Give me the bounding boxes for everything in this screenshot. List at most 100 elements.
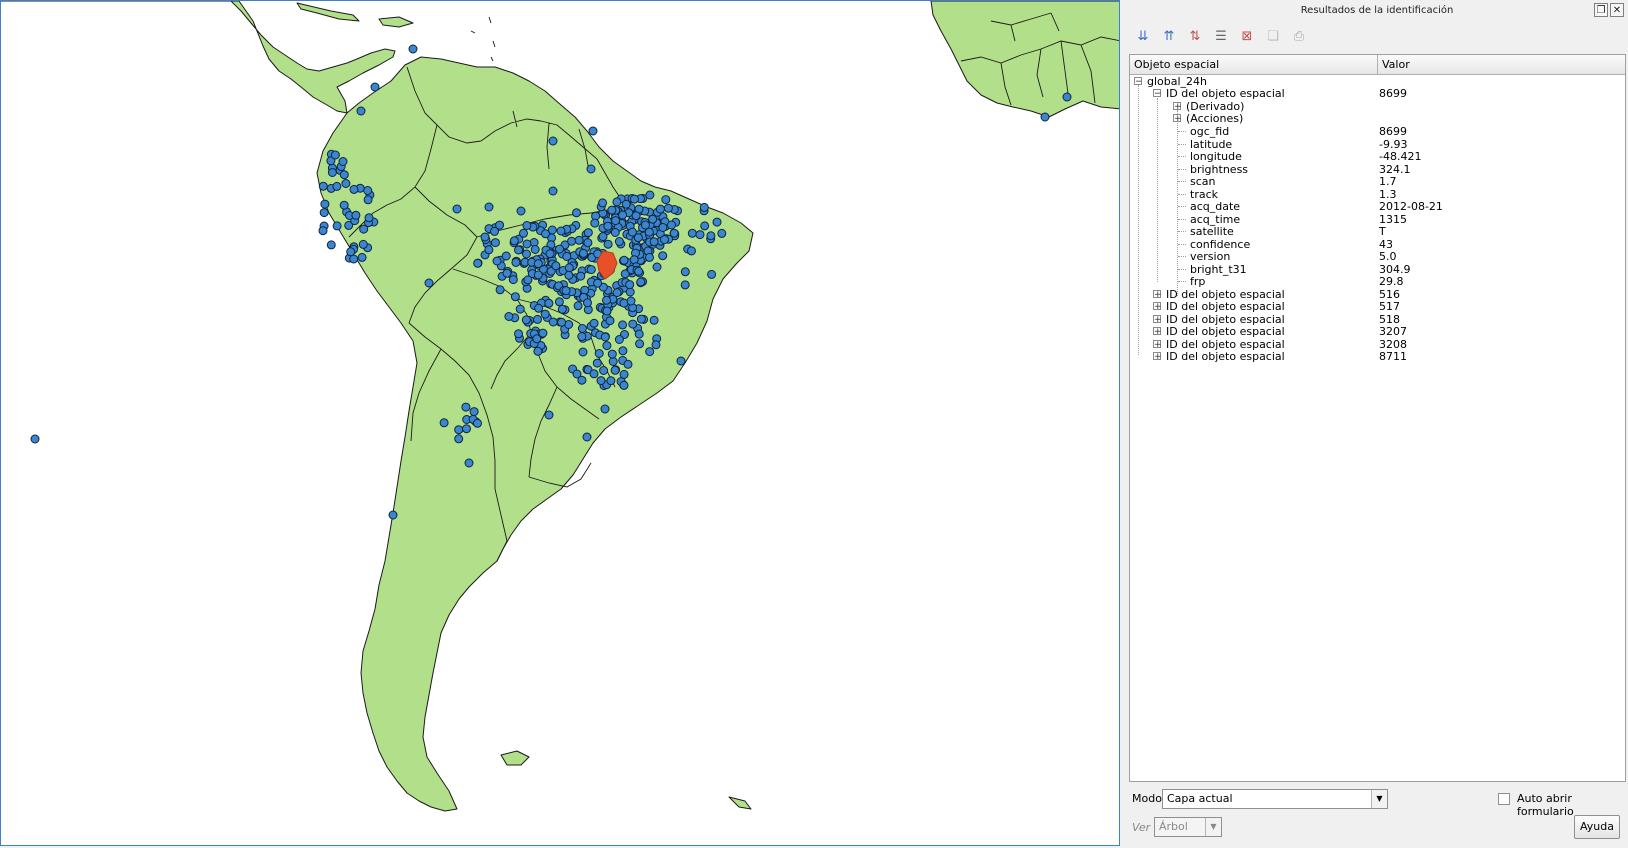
fire-point[interactable] (510, 292, 520, 302)
expand-icon[interactable]: + (1153, 339, 1162, 350)
column-header-feature[interactable]: Objeto espacial (1130, 55, 1378, 75)
fire-point[interactable] (326, 240, 336, 250)
fire-point[interactable] (600, 404, 610, 414)
copy-feature-icon[interactable]: ❏ (1267, 29, 1279, 44)
fire-point[interactable] (618, 320, 628, 330)
fire-point[interactable] (357, 252, 367, 262)
fire-point[interactable] (533, 314, 542, 324)
fire-point[interactable] (363, 186, 373, 195)
fire-point[interactable] (344, 220, 354, 230)
attribute-row[interactable]: track 1.3 (1130, 188, 1625, 201)
fire-point[interactable] (515, 304, 525, 314)
fire-point[interactable] (608, 357, 618, 366)
attribute-row[interactable]: bright_t31 304.9 (1130, 263, 1625, 276)
fire-point[interactable] (530, 245, 540, 254)
fire-point[interactable] (607, 205, 617, 215)
fire-point[interactable] (618, 210, 628, 220)
view-select[interactable]: Árbol ▼ (1154, 817, 1222, 837)
attribute-row[interactable]: version 5.0 (1130, 250, 1625, 263)
fire-point[interactable] (649, 315, 659, 325)
clear-results-icon[interactable]: ☰ (1215, 29, 1227, 44)
fire-point[interactable] (612, 288, 622, 298)
fire-point[interactable] (706, 231, 716, 241)
fire-point[interactable] (648, 214, 658, 224)
fire-point[interactable] (687, 246, 696, 256)
tree-row-feature[interactable]: + ID del objeto espacial 518 (1130, 313, 1625, 326)
fire-point[interactable] (577, 375, 587, 385)
tree-row-feature[interactable]: + ID del objeto espacial 517 (1130, 300, 1625, 313)
fire-point[interactable] (339, 170, 349, 180)
fire-point[interactable] (548, 136, 558, 146)
fire-point[interactable] (509, 236, 519, 246)
expand-icon[interactable]: + (1173, 114, 1182, 124)
fire-point[interactable] (502, 268, 512, 278)
fire-point[interactable] (629, 194, 639, 204)
fire-point[interactable] (532, 334, 542, 344)
results-tree[interactable]: Objeto espacial Valor − global_24h − ID … (1129, 54, 1626, 782)
attribute-row[interactable]: latitude -9.93 (1130, 138, 1625, 151)
fire-point[interactable] (636, 277, 646, 287)
fire-point[interactable] (490, 238, 500, 248)
fire-point[interactable] (602, 306, 612, 316)
column-header-value[interactable]: Valor (1378, 55, 1625, 75)
fire-point[interactable] (606, 376, 616, 386)
expand-tree-icon[interactable]: ⇊ (1137, 29, 1149, 44)
expand-new-icon[interactable]: ⇅ (1189, 29, 1201, 44)
fire-point[interactable] (602, 295, 611, 305)
fire-point[interactable] (461, 402, 471, 412)
fire-point[interactable] (676, 356, 686, 366)
fire-point[interactable] (469, 407, 479, 417)
fire-point[interactable] (544, 298, 554, 308)
fire-point[interactable] (628, 319, 638, 329)
fire-point[interactable] (593, 278, 603, 288)
fire-point[interactable] (582, 432, 592, 442)
fire-point[interactable] (388, 510, 398, 520)
fire-point[interactable] (534, 303, 544, 313)
fire-point[interactable] (618, 346, 628, 356)
fire-point[interactable] (712, 217, 722, 227)
fire-point[interactable] (603, 239, 613, 249)
fire-point[interactable] (351, 210, 361, 220)
fire-point[interactable] (364, 213, 374, 223)
fire-point[interactable] (572, 208, 581, 218)
fire-point[interactable] (363, 195, 373, 205)
fire-point[interactable] (547, 225, 557, 235)
fire-point[interactable] (545, 249, 555, 259)
fire-point[interactable] (626, 296, 636, 306)
fire-point[interactable] (583, 228, 593, 238)
fire-point[interactable] (557, 317, 567, 327)
tree-row-derived[interactable]: + (Derivado) (1130, 100, 1625, 113)
fire-point[interactable] (652, 262, 662, 272)
fire-point[interactable] (592, 358, 602, 368)
fire-point[interactable] (533, 259, 543, 269)
fire-point[interactable] (699, 202, 709, 212)
fire-point[interactable] (589, 369, 599, 379)
fire-point[interactable] (634, 266, 644, 276)
fire-point[interactable] (516, 206, 526, 216)
fire-point[interactable] (577, 332, 587, 341)
fire-point[interactable] (625, 280, 635, 290)
fire-point[interactable] (636, 314, 646, 324)
attribute-row[interactable]: frp 29.8 (1130, 275, 1625, 288)
clear-highlights-icon[interactable]: ⊠ (1241, 29, 1253, 44)
fire-point[interactable] (633, 233, 643, 243)
fire-point[interactable] (359, 224, 369, 234)
fire-point[interactable] (590, 218, 600, 228)
fire-point[interactable] (680, 280, 690, 290)
attribute-row[interactable]: satellite T (1130, 225, 1625, 238)
fire-point[interactable] (634, 329, 644, 339)
fire-point[interactable] (572, 369, 582, 379)
fire-point[interactable] (574, 235, 584, 245)
expand-icon[interactable]: + (1153, 314, 1162, 325)
fire-point[interactable] (462, 424, 471, 434)
fire-point[interactable] (586, 164, 596, 174)
tree-row-layer[interactable]: − global_24h (1130, 75, 1625, 88)
fire-point[interactable] (495, 285, 505, 295)
tree-row-feature[interactable]: + ID del objeto espacial 3207 (1130, 325, 1625, 338)
fire-point[interactable] (583, 238, 593, 248)
fire-point[interactable] (30, 434, 40, 444)
fire-point[interactable] (627, 227, 637, 237)
fire-point[interactable] (326, 156, 336, 166)
fire-point[interactable] (586, 265, 596, 275)
fire-point[interactable] (504, 312, 514, 321)
